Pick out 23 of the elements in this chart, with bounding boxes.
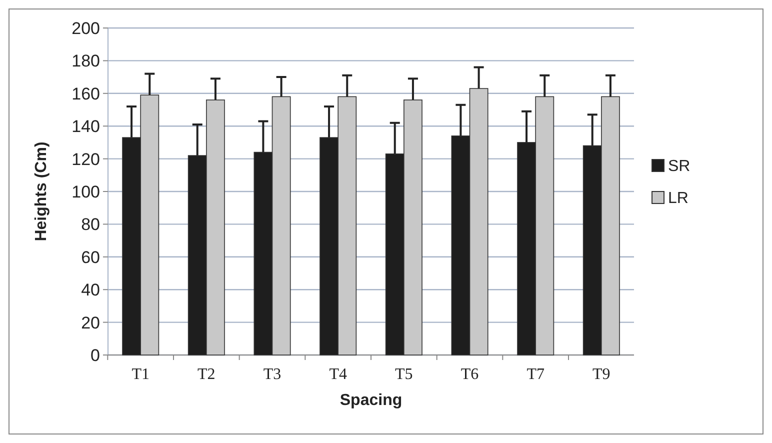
x-tick-label: T4 [329, 366, 347, 383]
y-tick-label: 140 [72, 117, 100, 136]
legend-label: SR [668, 158, 690, 176]
legend-label: LR [668, 190, 688, 208]
x-tick-label: T9 [592, 366, 610, 383]
y-tick-label: 20 [81, 313, 100, 332]
x-tick-label: T6 [460, 366, 479, 383]
x-axis-title: Spacing [340, 392, 402, 409]
y-tick-label: 200 [72, 18, 100, 38]
x-tick-label: T2 [198, 366, 216, 383]
y-axis-title: Heights (Cm) [33, 142, 50, 242]
y-tick-label: 0 [90, 346, 100, 365]
y-tick-label: 120 [72, 150, 100, 169]
x-tick-label: T1 [132, 366, 150, 383]
x-tick-label: T5 [395, 366, 413, 383]
y-tick-label: 80 [81, 215, 100, 234]
y-tick-label: 60 [81, 248, 100, 267]
y-tick-label: 40 [81, 280, 100, 300]
y-tick-label: 160 [72, 84, 100, 104]
y-tick-label: 180 [72, 52, 100, 71]
y-tick-label: 100 [72, 182, 100, 202]
x-tick-label: T7 [526, 366, 544, 383]
x-tick-label: T3 [263, 366, 282, 383]
